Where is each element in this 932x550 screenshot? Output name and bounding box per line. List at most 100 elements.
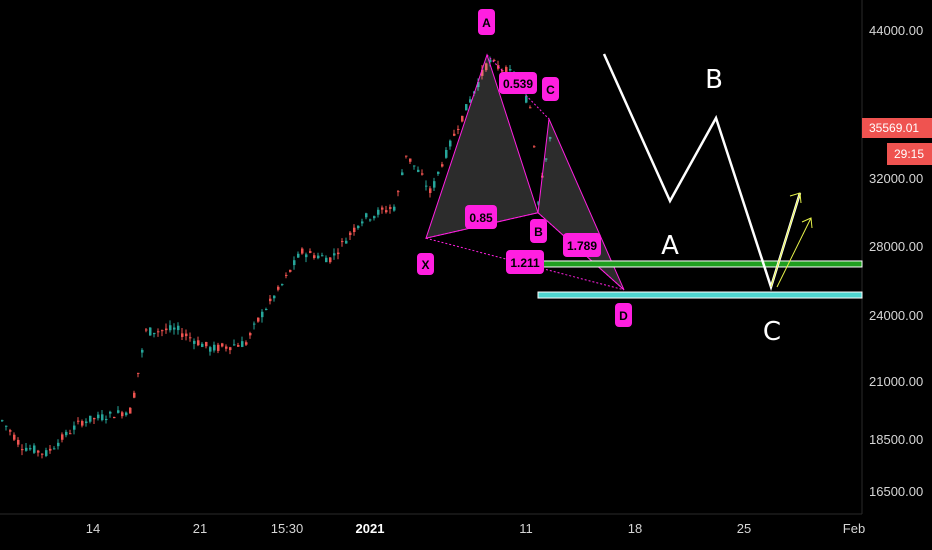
candle-body — [49, 448, 52, 451]
candle-body — [217, 344, 220, 351]
candle-body — [477, 82, 480, 88]
candle-body — [297, 253, 300, 258]
candle-body — [197, 340, 200, 346]
candle-body — [425, 185, 428, 187]
candle-body — [397, 191, 400, 193]
candle-body — [165, 328, 168, 331]
candle-body — [277, 286, 280, 290]
abc-projection-line — [602, 53, 802, 292]
candle-body — [225, 346, 228, 349]
candle-body — [45, 450, 48, 456]
candle-body — [253, 323, 256, 325]
candle-body — [101, 414, 104, 421]
svg-text:B: B — [534, 225, 543, 239]
candle-body — [537, 202, 540, 204]
candle-body — [337, 252, 340, 255]
svg-text:1.211: 1.211 — [510, 256, 540, 270]
candle-body — [373, 216, 376, 219]
candle-body — [181, 333, 184, 337]
candle-body — [221, 343, 224, 347]
candle-body — [77, 420, 80, 422]
candle-body — [257, 317, 260, 322]
ratio-label-1211: 1.211 — [506, 250, 544, 274]
x-tick: 11 — [519, 521, 533, 536]
candle-body — [401, 172, 404, 176]
candle-body — [37, 450, 40, 453]
projection-arrow-1 — [770, 192, 801, 288]
candle-body — [381, 207, 384, 210]
wave-label-a: A — [661, 231, 679, 261]
candle-body — [33, 445, 36, 453]
projection-arrow-1-head — [789, 192, 802, 204]
candle-body — [69, 433, 72, 435]
candle-body — [17, 439, 20, 445]
candle-body — [525, 95, 528, 103]
candle-body — [549, 137, 552, 139]
candle-body — [377, 209, 380, 215]
candle-body — [409, 158, 412, 162]
y-tick: 16500.00 — [869, 484, 923, 499]
candle-body — [349, 232, 352, 236]
candle-body — [417, 169, 420, 172]
candle-body — [469, 99, 472, 103]
candle-body — [61, 434, 64, 440]
svg-text:C: C — [546, 83, 555, 97]
x-tick: 18 — [628, 521, 642, 536]
support-line-cyan[interactable] — [537, 291, 863, 299]
candle-body — [309, 251, 312, 253]
candle-body — [249, 333, 252, 336]
candle-body — [149, 327, 152, 336]
candle-body — [177, 325, 180, 331]
candle-body — [341, 241, 344, 243]
candle-body — [441, 164, 444, 167]
candle-body — [145, 329, 148, 331]
candle-body — [241, 341, 244, 347]
candle-body — [333, 253, 336, 256]
x-tick: 15:30 — [271, 521, 304, 536]
x-tick: Feb — [843, 521, 865, 536]
candle-body — [273, 295, 276, 299]
last-price-badge: 35569.01 — [862, 118, 932, 138]
x-axis-ticks: 14 21 15:30 2021 11 18 25 Feb — [86, 521, 865, 536]
candle-body — [489, 59, 492, 63]
candle-body — [5, 425, 8, 427]
candle-body — [485, 63, 488, 71]
y-tick: 32000.00 — [869, 171, 923, 186]
candle-body — [369, 219, 372, 221]
wave-label-b: B — [705, 65, 723, 95]
candle-body — [453, 133, 456, 136]
x-tick: 25 — [737, 521, 751, 536]
candle-body — [305, 254, 308, 258]
ratio-label-1789: 1.789 — [563, 233, 601, 257]
candle-body — [125, 412, 128, 416]
y-axis-ticks: 44000.00 32000.00 28000.00 24000.00 2100… — [869, 23, 923, 499]
ratio-label-0539: 0.539 — [499, 72, 537, 94]
candle-body — [137, 372, 140, 374]
projection-arrow-2 — [776, 217, 812, 288]
candle-body — [509, 69, 512, 71]
candle-body — [53, 448, 56, 450]
support-levels — [537, 260, 863, 299]
candle-body — [501, 70, 504, 72]
candle-body — [9, 430, 12, 432]
candle-body — [365, 213, 368, 218]
candle-body — [301, 248, 304, 254]
candle-body — [385, 210, 388, 213]
candle-body — [293, 260, 296, 266]
y-tick: 28000.00 — [869, 239, 923, 254]
candle-body — [265, 309, 268, 311]
support-line-green[interactable] — [537, 260, 863, 268]
candle-body — [445, 149, 448, 158]
candle-body — [361, 221, 364, 224]
candle-body — [81, 421, 84, 426]
svg-text:D: D — [619, 309, 628, 323]
projection-arrows — [770, 192, 813, 288]
candle-body — [261, 311, 264, 318]
y-tick: 44000.00 — [869, 23, 923, 38]
y-tick: 24000.00 — [869, 308, 923, 323]
svg-text:0.539: 0.539 — [503, 77, 533, 91]
candle-body — [433, 181, 436, 188]
candle-body — [405, 155, 408, 157]
candle-body — [245, 342, 248, 345]
